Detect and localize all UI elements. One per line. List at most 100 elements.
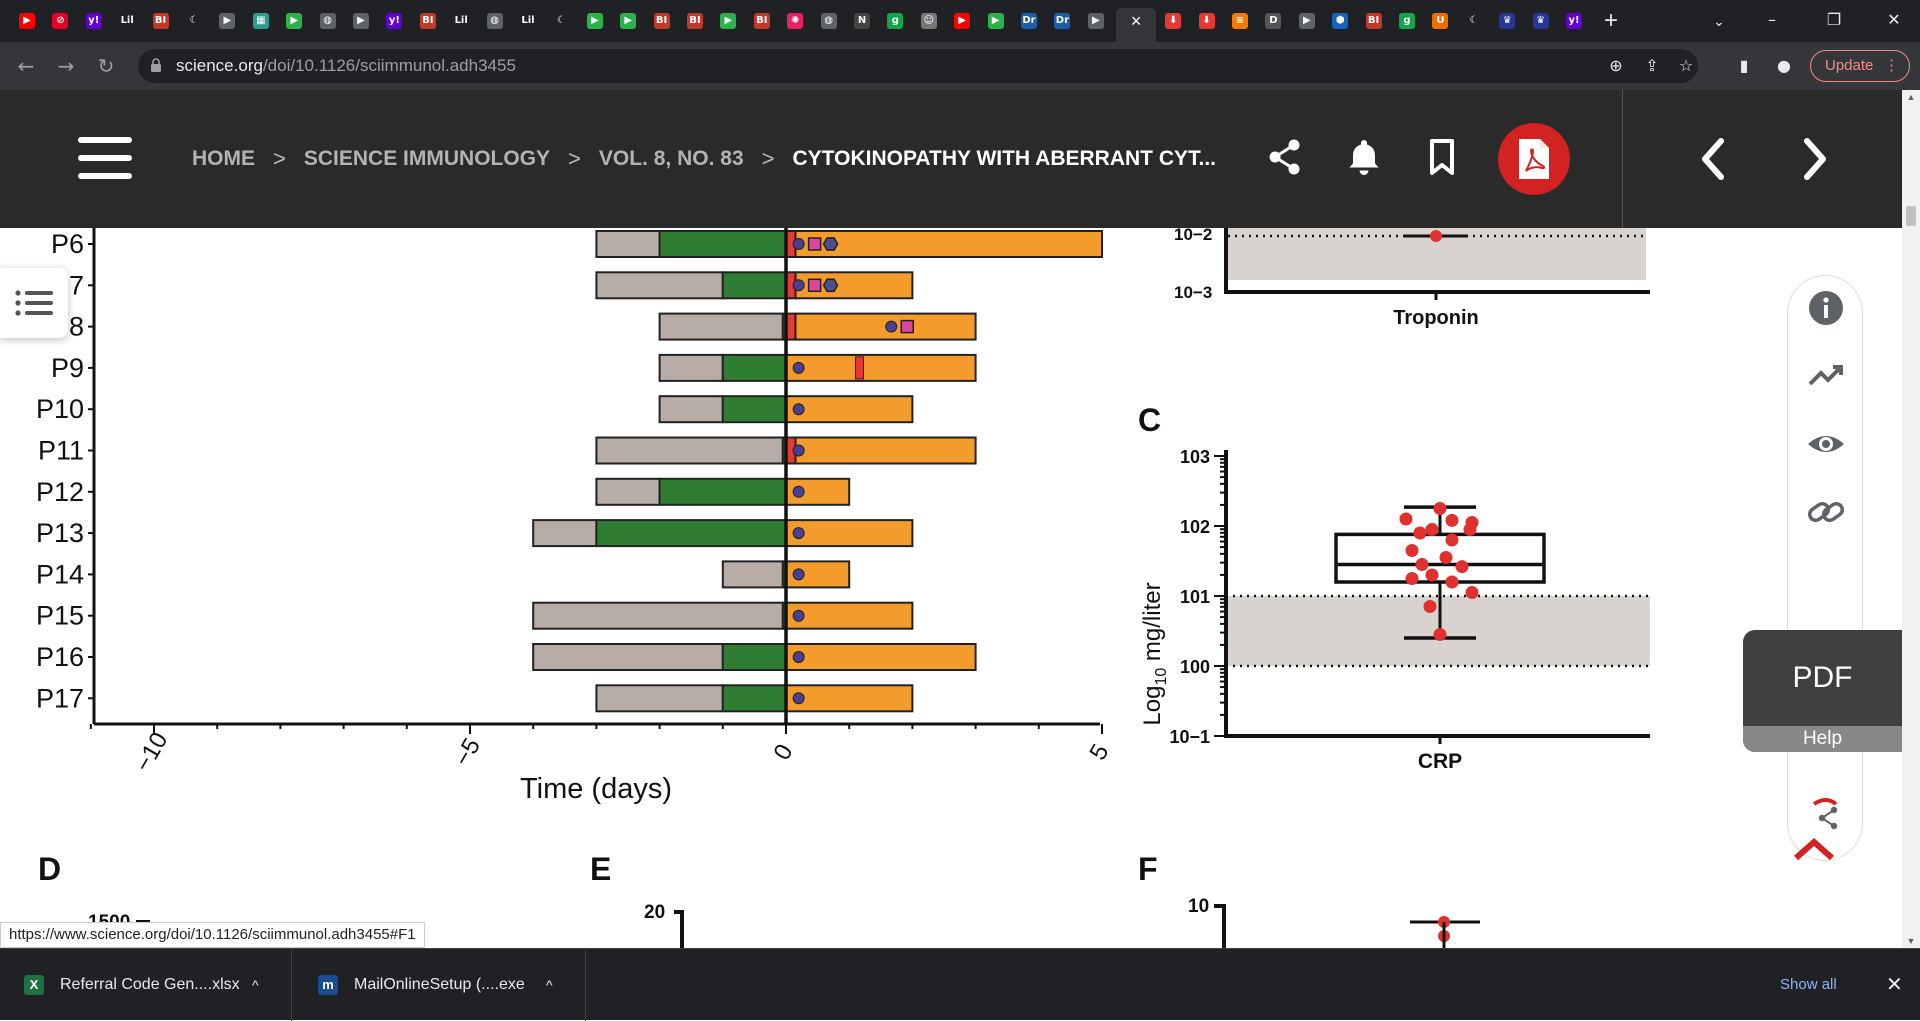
page-scrollbar[interactable]: ▲ ▼ bbox=[1902, 90, 1920, 948]
tab-search-icon[interactable]: ⌄ bbox=[1713, 13, 1725, 29]
scroll-up-icon[interactable]: ▲ bbox=[1906, 92, 1916, 102]
download-filename[interactable]: MailOnlineSetup (....exe bbox=[354, 976, 525, 993]
trending-icon[interactable] bbox=[1806, 356, 1846, 396]
bookmark-icon[interactable] bbox=[1421, 136, 1463, 178]
browser-tab[interactable]: ▶ bbox=[715, 8, 741, 34]
browser-tab[interactable]: Dr bbox=[1049, 8, 1075, 34]
url-omnibox[interactable]: science.org/doi/10.1126/sciimmunol.adh34… bbox=[138, 49, 1698, 83]
zoom-icon[interactable]: ⊕ bbox=[1609, 56, 1623, 75]
reload-icon[interactable]: ↻ bbox=[97, 54, 115, 78]
browser-tab[interactable]: ▶ bbox=[1294, 8, 1320, 34]
breadcrumb-journal[interactable]: SCIENCE IMMUNOLOGY bbox=[303, 147, 551, 170]
browser-tab[interactable]: ⬇ bbox=[1194, 8, 1220, 34]
download-filename[interactable]: Referral Code Gen....xlsx bbox=[60, 976, 240, 993]
browser-tab[interactable]: ⬇ bbox=[1160, 8, 1186, 34]
browser-tab[interactable]: ▶ bbox=[615, 8, 641, 34]
close-downloads-bar-icon[interactable]: ✕ bbox=[1886, 974, 1903, 996]
share-icon[interactable] bbox=[1264, 136, 1306, 178]
browser-tab[interactable]: ☾ bbox=[548, 8, 574, 34]
minimize-button[interactable]: – bbox=[1768, 10, 1776, 29]
pdf-widget-label[interactable]: PDF bbox=[1792, 661, 1853, 694]
bell-icon[interactable] bbox=[1343, 136, 1385, 178]
new-tab-button[interactable]: + bbox=[1603, 7, 1618, 34]
forward-arrow-icon[interactable]: → bbox=[57, 54, 75, 78]
browser-tab[interactable]: Lil bbox=[114, 8, 140, 34]
browser-tab[interactable]: ⊘ bbox=[47, 8, 73, 34]
browser-tab[interactable]: Dr bbox=[1016, 8, 1042, 34]
info-icon[interactable] bbox=[1806, 288, 1846, 328]
browser-tab[interactable]: BI bbox=[1361, 8, 1387, 34]
browser-tab[interactable]: y! bbox=[81, 8, 107, 34]
browser-tab[interactable]: g bbox=[1394, 8, 1420, 34]
browser-tab[interactable]: ▶ bbox=[949, 8, 975, 34]
chevron-up-icon[interactable]: ^ bbox=[252, 977, 259, 993]
browser-tab[interactable]: ▶ bbox=[1083, 8, 1109, 34]
update-button[interactable]: Update ⋮ bbox=[1810, 50, 1910, 82]
scrollbar-thumb[interactable] bbox=[1906, 206, 1916, 226]
browser-tab[interactable]: D bbox=[1260, 8, 1286, 34]
browser-tab[interactable]: ▶ bbox=[582, 8, 608, 34]
browser-tab[interactable]: BI bbox=[749, 8, 775, 34]
browser-tab[interactable]: ⬢ bbox=[1327, 8, 1353, 34]
breadcrumb-issue[interactable]: VOL. 8, NO. 83 bbox=[598, 147, 744, 170]
help-widget-label[interactable]: Help bbox=[1743, 726, 1902, 752]
maximize-button[interactable]: ❐ bbox=[1826, 10, 1842, 29]
browser-tab[interactable]: ▶ bbox=[348, 8, 374, 34]
hamburger-menu-icon[interactable] bbox=[78, 137, 132, 179]
altmetric-share-icon[interactable] bbox=[1806, 796, 1846, 836]
eye-icon[interactable] bbox=[1806, 424, 1846, 464]
browser-tab[interactable]: ▶ bbox=[983, 8, 1009, 34]
browser-tab[interactable]: Lil bbox=[448, 8, 474, 34]
browser-tab[interactable]: BI bbox=[148, 8, 174, 34]
window-close-button[interactable]: ✕ bbox=[1887, 10, 1901, 29]
browser-tab[interactable]: ≡ bbox=[1227, 8, 1253, 34]
browser-tab[interactable]: ▦ bbox=[248, 8, 274, 34]
browser-tab[interactable]: U bbox=[1427, 8, 1453, 34]
browser-tab[interactable]: y! bbox=[1561, 8, 1587, 34]
browser-tab[interactable]: ◍ bbox=[482, 8, 508, 34]
browser-tab[interactable]: g bbox=[882, 8, 908, 34]
browser-tab[interactable]: Lil bbox=[515, 8, 541, 34]
browser-tab[interactable]: ♛ bbox=[1494, 8, 1520, 34]
download-item[interactable]: m MailOnlineSetup (....exe ^ bbox=[294, 949, 586, 1021]
browser-tab[interactable]: ◍ bbox=[315, 8, 341, 34]
lock-icon[interactable] bbox=[150, 58, 162, 72]
pdf-download-button[interactable] bbox=[1498, 123, 1570, 195]
browser-tab[interactable]: ☾ bbox=[1461, 8, 1487, 34]
browser-tab[interactable]: ▶ bbox=[14, 8, 40, 34]
browser-tab[interactable]: y! bbox=[381, 8, 407, 34]
browser-tab[interactable]: ☺ bbox=[916, 8, 942, 34]
table-of-contents-button[interactable] bbox=[0, 268, 68, 338]
side-panel-icon[interactable]: ▮ bbox=[1739, 56, 1749, 75]
browser-tab[interactable]: ▶ bbox=[281, 8, 307, 34]
url-text[interactable]: science.org/doi/10.1126/sciimmunol.adh34… bbox=[176, 49, 516, 83]
browser-tab[interactable]: ✺ bbox=[782, 8, 808, 34]
show-all-downloads-link[interactable]: Show all bbox=[1780, 976, 1837, 993]
scroll-down-icon[interactable]: ▼ bbox=[1906, 936, 1916, 946]
browser-tab[interactable]: ◍ bbox=[816, 8, 842, 34]
breadcrumb-home[interactable]: HOME bbox=[192, 147, 255, 170]
browser-tab[interactable]: ☾ bbox=[181, 8, 207, 34]
browser-tab[interactable]: ♛ bbox=[1528, 8, 1554, 34]
previous-article-icon[interactable] bbox=[1696, 134, 1730, 184]
active-tab[interactable]: × bbox=[1116, 8, 1157, 42]
chevron-up-icon[interactable]: ^ bbox=[546, 977, 553, 993]
pdf-help-widget[interactable]: PDF Help bbox=[1743, 630, 1902, 752]
browser-tab[interactable]: BI bbox=[649, 8, 675, 34]
menu-dots-icon[interactable]: ⋮ bbox=[1884, 57, 1899, 74]
back-arrow-icon[interactable]: ← bbox=[17, 54, 35, 78]
download-item[interactable]: X Referral Code Gen....xlsx ^ bbox=[0, 949, 292, 1021]
next-article-icon[interactable] bbox=[1798, 134, 1832, 184]
scroll-top-icon[interactable] bbox=[1792, 834, 1836, 864]
browser-tab[interactable]: BI bbox=[415, 8, 441, 34]
tab-close-icon[interactable]: × bbox=[1130, 11, 1142, 31]
browser-tab[interactable]: ▶ bbox=[214, 8, 240, 34]
crp-data-point bbox=[1433, 502, 1447, 515]
crp-y-tick-label: 103 bbox=[1180, 447, 1210, 467]
profile-icon[interactable]: ● bbox=[1777, 56, 1791, 75]
share-page-icon[interactable]: ⇪ bbox=[1645, 56, 1659, 75]
browser-tab[interactable]: N bbox=[849, 8, 875, 34]
browser-tab[interactable]: BI bbox=[682, 8, 708, 34]
bookmark-star-icon[interactable]: ☆ bbox=[1678, 56, 1694, 75]
link-icon[interactable] bbox=[1806, 492, 1846, 532]
